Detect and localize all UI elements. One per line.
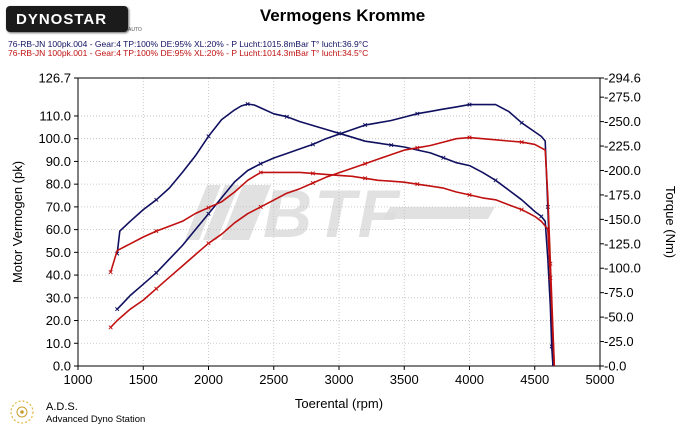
series-point-run1-torque [245,101,250,107]
y-right-tick-label: -100.0 [604,261,641,276]
series-point-run1-power [415,111,420,116]
series-line-run2-power [110,136,556,367]
series-point-run2-power [258,204,263,210]
watermark-bar [221,185,271,240]
y-left-tick-label: 40.0 [46,268,71,283]
series-point-run2-torque [548,275,553,281]
series-point-run2-torque [467,192,472,198]
y-left-tick-label: 30.0 [46,290,71,305]
series-point-run2-power [310,180,316,186]
series-point-run2-power [206,241,211,246]
series-point-run2-torque [415,182,420,187]
series-line-run1-torque [116,103,554,367]
series-point-run1-torque [154,197,159,202]
y-right-tick-label: -75.0 [604,285,634,300]
chart-title: Vermogens Kromme [259,6,426,25]
y-right-tick-label: -200.0 [604,163,641,178]
ads-name: A.D.S. [46,401,78,413]
watermark-text: BTF [263,176,401,252]
series-point-run2-power [154,286,159,291]
run-label-2: 76-RB-JN 100pk.001 - Gear:4 TP:100% DE:9… [8,48,369,58]
series-point-run2-torque [310,171,316,176]
series-point-run2-torque [258,170,263,175]
y-left-tick-label: 70.0 [46,199,71,214]
series-point-run1-torque [206,134,211,139]
y-left-tick-label: 80.0 [46,177,71,192]
series-point-run1-power [206,211,211,216]
y-right-tick-label: -275.0 [604,90,641,105]
y-left-tick-label: 10.0 [46,336,71,351]
y-right-tick-label: -175.0 [604,187,641,202]
series-point-run2-torque [206,205,211,210]
x-axis-label: Toerental (rpm) [295,396,383,411]
y-left-axis-label: Motor Vermogen (pk) [10,161,25,283]
series-point-run1-power [258,161,263,166]
y-left-tick-label: 50.0 [46,245,71,260]
series-point-run2-power [362,161,368,166]
y-left-tick-label: 126.7 [38,71,71,86]
run-label-1: 76-RB-JN 100pk.004 - Gear:4 TP:100% DE:9… [8,39,369,49]
series-point-run1-power [115,307,120,312]
series-point-run2-torque [519,207,524,212]
y-left-tick-label: 110.0 [39,108,71,123]
series-line-run1-power [116,103,554,367]
y-left-tick-label: 100.0 [38,131,71,146]
x-tick-label: 3000 [325,372,354,387]
ads-subtitle: Advanced Dyno Station [46,414,146,425]
x-tick-label: 2500 [259,372,288,387]
y-right-tick-label: -294.6 [604,71,641,86]
series-point-run1-torque [389,142,394,148]
y-right-tick-label: -125.0 [604,236,641,251]
x-tick-label: 5000 [586,372,615,387]
y-right-tick-label: -250.0 [604,114,641,129]
series-point-run2-torque [362,176,368,181]
series-point-run1-torque [493,178,498,183]
x-tick-label: 3500 [390,372,419,387]
series-point-run1-power [519,120,524,125]
series-point-run2-power [467,135,472,140]
y-left-tick-label: 60.0 [46,222,71,237]
series-point-run1-torque [336,131,342,136]
x-tick-label: 2000 [194,372,223,387]
series-point-run2-torque [108,270,113,275]
y-right-tick-label: -150.0 [604,212,641,227]
x-tick-label: 1500 [129,372,158,387]
y-left-tick-label: 90.0 [46,154,71,169]
dynostar-logo: DYNOSTAR [6,6,128,32]
watermark-bar [203,185,239,240]
btf-watermark [185,185,495,240]
y-right-tick-label: -25.0 [604,334,634,349]
series-point-run2-power [108,325,113,330]
watermark-bar [185,185,221,240]
watermark-dash [383,207,495,219]
y-right-axis-label: Torque (Nm) [663,186,678,258]
series-point-run1-power [362,122,368,128]
series-point-run2-torque [154,228,159,234]
x-tick-label: 1000 [64,372,93,387]
y-right-tick-label: -50.0 [604,310,634,325]
grid-lines [78,78,600,366]
y-left-tick-label: 20.0 [46,313,71,328]
series-point-run1-power [310,142,316,147]
y-right-tick-label: -225.0 [604,139,641,154]
y-right-tick-label: -0.0 [604,359,626,374]
logo-subtext: AUTO [128,27,142,33]
series-point-run2-power [519,139,524,145]
series-point-run1-torque [284,114,289,119]
series-point-run1-power [154,270,159,275]
series-point-run1-power [467,102,472,107]
ads-logo-icon [10,400,34,424]
y-left-tick-label: 0.0 [53,359,71,374]
x-tick-label: 4500 [520,372,549,387]
series-line-run2-torque [109,171,556,367]
x-tick-label: 4000 [455,372,484,387]
series-point-run1-torque [539,214,544,219]
logo-text: DYNOSTAR [16,11,108,28]
series-point-run2-power [415,145,420,150]
series-point-run1-torque [441,155,446,160]
